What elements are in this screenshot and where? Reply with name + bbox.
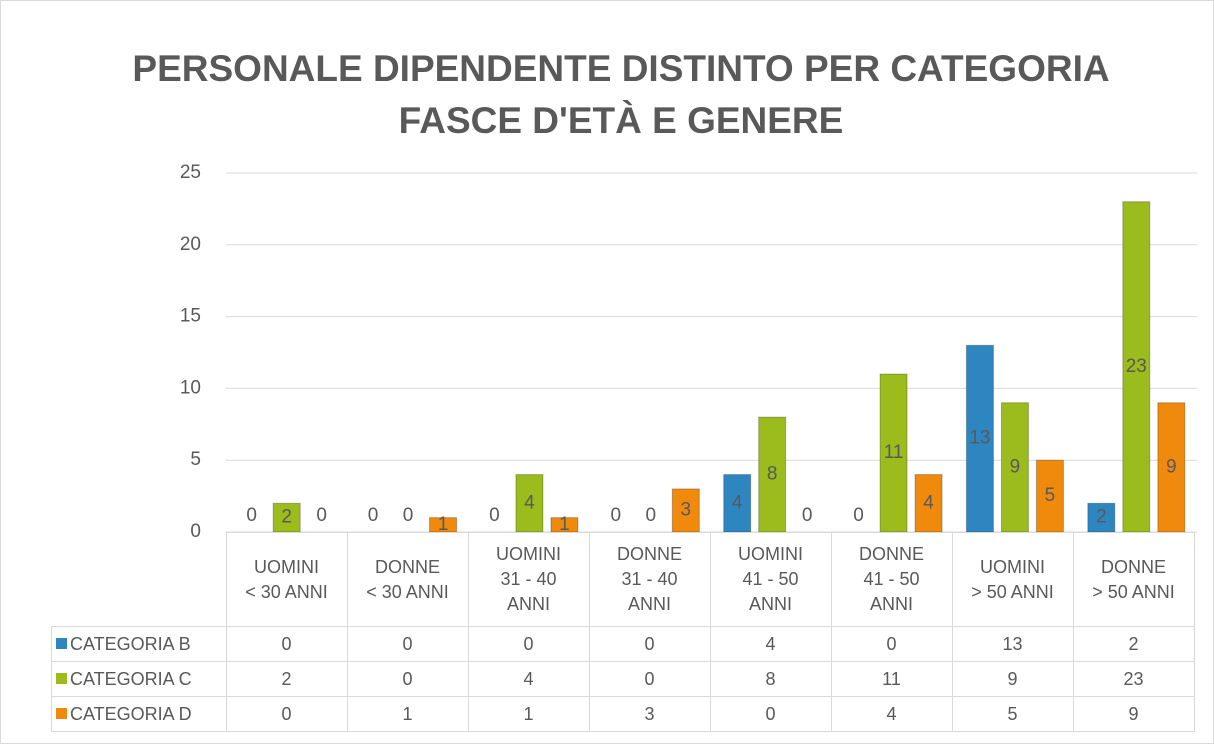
data-label: 4 xyxy=(524,492,535,513)
data-label: 3 xyxy=(681,499,692,520)
data-label: 13 xyxy=(969,428,990,449)
data-label: 9 xyxy=(1166,456,1177,477)
data-label: 8 xyxy=(767,464,778,485)
x-tick-label: DONNE 31 - 40 ANNI xyxy=(589,533,710,627)
table-value: 0 xyxy=(710,697,831,732)
chart-title: PERSONALE DIPENDENTE DISTINTO PER CATEGO… xyxy=(1,43,1214,147)
table-value: 0 xyxy=(589,662,710,697)
chart: 0510152025000040132204081192301130459 PE… xyxy=(0,0,1214,744)
legend-swatch xyxy=(56,708,67,719)
table-value: 5 xyxy=(952,697,1073,732)
x-tick-label: UOMINI > 50 ANNI xyxy=(952,533,1073,627)
data-label: 0 xyxy=(368,505,379,526)
data-label: 0 xyxy=(316,505,327,526)
table-value: 0 xyxy=(589,627,710,662)
table-value: 1 xyxy=(468,697,589,732)
x-tick-label: UOMINI < 30 ANNI xyxy=(226,533,347,627)
table-value: 0 xyxy=(347,662,468,697)
corner xyxy=(52,533,227,627)
legend-label: CATEGORIA B xyxy=(70,634,191,654)
data-label: 23 xyxy=(1126,356,1147,377)
table-value: 9 xyxy=(952,662,1073,697)
table-value: 0 xyxy=(226,627,347,662)
y-tick-label: 20 xyxy=(180,234,201,255)
table-value: 0 xyxy=(831,627,952,662)
data-label: 2 xyxy=(281,507,292,528)
x-tick-label: UOMINI 41 - 50 ANNI xyxy=(710,533,831,627)
data-label: 5 xyxy=(1045,485,1056,506)
table-value: 8 xyxy=(710,662,831,697)
y-tick-label: 15 xyxy=(180,306,201,327)
table-value: 0 xyxy=(347,627,468,662)
table-value: 3 xyxy=(589,697,710,732)
legend-swatch xyxy=(56,638,67,649)
data-label: 0 xyxy=(611,505,622,526)
x-tick-label: DONNE < 30 ANNI xyxy=(347,533,468,627)
data-label: 11 xyxy=(884,442,904,463)
x-tick-label: UOMINI 31 - 40 ANNI xyxy=(468,533,589,627)
table-value: 23 xyxy=(1073,662,1194,697)
y-tick-label: 5 xyxy=(190,449,201,470)
legend-entry: CATEGORIA B xyxy=(52,627,227,662)
legend-label: CATEGORIA C xyxy=(70,669,192,689)
legend-entry: CATEGORIA D xyxy=(52,697,227,732)
table-value: 2 xyxy=(226,662,347,697)
data-label: 0 xyxy=(489,505,500,526)
x-tick-label: DONNE 41 - 50 ANNI xyxy=(831,533,952,627)
data-label: 9 xyxy=(1010,456,1021,477)
data-label: 0 xyxy=(646,505,657,526)
data-label: 4 xyxy=(732,492,743,513)
table-value: 9 xyxy=(1073,697,1194,732)
table-value: 1 xyxy=(347,697,468,732)
table-value: 11 xyxy=(831,662,952,697)
table-value: 4 xyxy=(710,627,831,662)
data-label: 0 xyxy=(802,505,813,526)
table-value: 0 xyxy=(468,627,589,662)
table-value: 13 xyxy=(952,627,1073,662)
data-label: 4 xyxy=(923,492,934,513)
legend-entry: CATEGORIA C xyxy=(52,662,227,697)
data-label: 0 xyxy=(403,505,414,526)
data-label: 0 xyxy=(853,505,864,526)
data-label: 0 xyxy=(246,505,257,526)
y-tick-label: 25 xyxy=(180,162,201,183)
data-label: 2 xyxy=(1096,507,1107,528)
table-value: 0 xyxy=(226,697,347,732)
y-tick-label: 10 xyxy=(180,377,201,398)
x-tick-label: DONNE > 50 ANNI xyxy=(1073,533,1194,627)
legend-swatch xyxy=(56,673,67,684)
table-value: 2 xyxy=(1073,627,1194,662)
table-value: 4 xyxy=(831,697,952,732)
table-value: 4 xyxy=(468,662,589,697)
legend-label: CATEGORIA D xyxy=(70,704,192,724)
